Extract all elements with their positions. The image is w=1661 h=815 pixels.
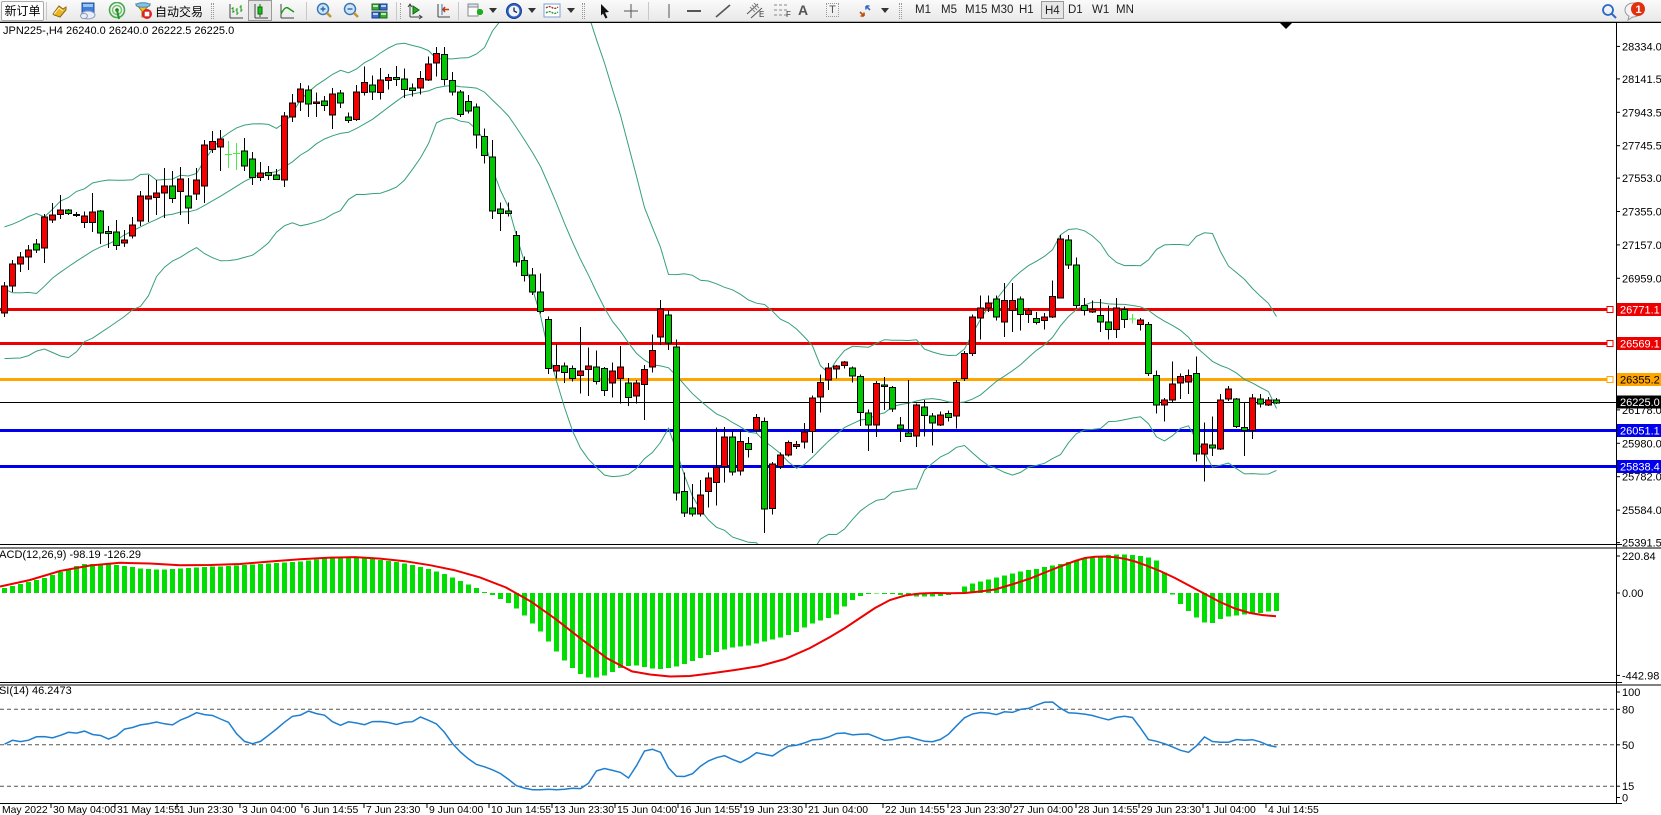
svg-text:25391.5: 25391.5 — [1622, 538, 1661, 550]
svg-text:10 Jun 14:55: 10 Jun 14:55 — [491, 805, 551, 815]
svg-text:22 Jun 14:55: 22 Jun 14:55 — [885, 805, 945, 815]
svg-text:31 May 14:55: 31 May 14:55 — [117, 805, 180, 815]
svg-text:15 Jun 04:00: 15 Jun 04:00 — [617, 805, 677, 815]
svg-text:28 Jun 14:55: 28 Jun 14:55 — [1078, 805, 1138, 815]
svg-text:13 Jun 23:30: 13 Jun 23:30 — [554, 805, 614, 815]
svg-text:23 Jun 23:30: 23 Jun 23:30 — [950, 805, 1010, 815]
svg-text:26355.2: 26355.2 — [1620, 375, 1660, 387]
svg-text:16 Jun 14:55: 16 Jun 14:55 — [680, 805, 740, 815]
svg-text:0: 0 — [1622, 793, 1628, 805]
svg-text:21 Jun 04:00: 21 Jun 04:00 — [808, 805, 868, 815]
svg-text:15: 15 — [1622, 781, 1634, 793]
svg-text:50: 50 — [1622, 740, 1634, 752]
svg-text:27 Jun 04:00: 27 Jun 04:00 — [1013, 805, 1073, 815]
svg-text:0.00: 0.00 — [1622, 588, 1643, 600]
svg-text:9 Jun 04:00: 9 Jun 04:00 — [429, 805, 484, 815]
svg-text:27157.0: 27157.0 — [1622, 240, 1661, 252]
svg-text:26051.1: 26051.1 — [1620, 426, 1660, 438]
svg-text:26569.1: 26569.1 — [1620, 339, 1660, 351]
svg-text:26771.1: 26771.1 — [1620, 305, 1660, 317]
svg-text:JPN225-,H4 26240.0 26240.0 26: JPN225-,H4 26240.0 26240.0 26222.5 26225… — [3, 25, 234, 37]
svg-text:100: 100 — [1622, 687, 1640, 699]
svg-text:26225.0: 26225.0 — [1620, 397, 1660, 409]
svg-text:19 Jun 23:30: 19 Jun 23:30 — [743, 805, 803, 815]
svg-text:3 Jun 04:00: 3 Jun 04:00 — [242, 805, 297, 815]
svg-text:4 Jul 14:55: 4 Jul 14:55 — [1268, 805, 1319, 815]
svg-text:25584.0: 25584.0 — [1622, 505, 1661, 517]
svg-text:MACD(12,26,9) -98.19 -126.29: MACD(12,26,9) -98.19 -126.29 — [0, 549, 141, 561]
svg-text:26959.0: 26959.0 — [1622, 273, 1661, 285]
svg-text:80: 80 — [1622, 704, 1634, 716]
svg-text:RSI(14) 46.2473: RSI(14) 46.2473 — [0, 685, 72, 697]
svg-text:25838.4: 25838.4 — [1620, 462, 1660, 474]
svg-text:27355.0: 27355.0 — [1622, 207, 1661, 219]
svg-text:1 Jul 04:00: 1 Jul 04:00 — [1205, 805, 1256, 815]
svg-text:27745.5: 27745.5 — [1622, 141, 1661, 153]
svg-text:220.84: 220.84 — [1622, 551, 1656, 563]
svg-text:1 Jun 23:30: 1 Jun 23:30 — [179, 805, 234, 815]
svg-text:27943.5: 27943.5 — [1622, 107, 1661, 119]
svg-text:1: 1 — [1636, 4, 1642, 16]
svg-text:28141.5: 28141.5 — [1622, 74, 1661, 86]
svg-text:6 Jun 14:55: 6 Jun 14:55 — [304, 805, 359, 815]
svg-text:30 May 04:00: 30 May 04:00 — [53, 805, 116, 815]
svg-text:7 Jun 23:30: 7 Jun 23:30 — [366, 805, 421, 815]
svg-text:29 Jun 23:30: 29 Jun 23:30 — [1141, 805, 1201, 815]
svg-text:25980.0: 25980.0 — [1622, 438, 1661, 450]
svg-text:25782.0: 25782.0 — [1622, 472, 1661, 484]
svg-text:28334.0: 28334.0 — [1622, 41, 1661, 53]
svg-text:27553.0: 27553.0 — [1622, 173, 1661, 185]
svg-text:May 2022: May 2022 — [2, 805, 48, 815]
svg-text:-442.98: -442.98 — [1622, 670, 1659, 682]
